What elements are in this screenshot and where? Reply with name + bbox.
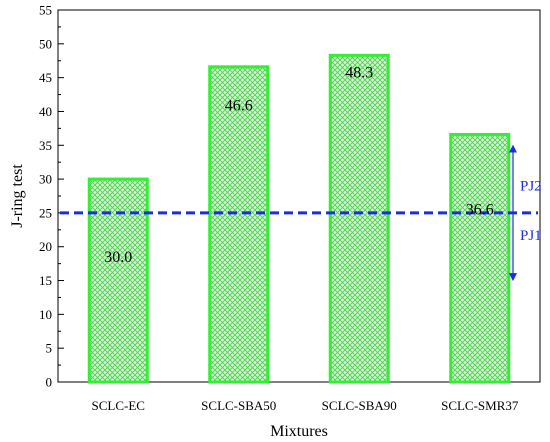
bar-value-label: 46.6 bbox=[225, 98, 253, 115]
y-tick-label: 0 bbox=[46, 375, 53, 390]
plot-area: 0 5 10 15 20 25 30 35 40 45 50 55 SCLC-EC SCLC-SBA50… bbox=[39, 3, 542, 414]
y-tick-label: 40 bbox=[39, 104, 52, 119]
x-tick-label: SCLC-SMR37 bbox=[441, 398, 519, 413]
bar-sclc-sba90 bbox=[328, 53, 390, 384]
bars bbox=[87, 53, 511, 384]
x-tick-label: SCLC-SBA50 bbox=[201, 398, 276, 413]
y-tick-label: 45 bbox=[39, 70, 52, 85]
x-tick-label: SCLC-EC bbox=[92, 398, 145, 413]
y-tick-label: 30 bbox=[39, 172, 52, 187]
y-axis-title: J-ring test bbox=[9, 164, 26, 228]
bar-value-label: 48.3 bbox=[345, 65, 373, 82]
reference-layer: PJ2 PJ1 bbox=[60, 144, 542, 282]
y-tick-label: 15 bbox=[39, 273, 52, 288]
y-tick-label: 50 bbox=[39, 36, 52, 51]
y-tick-label: 5 bbox=[46, 341, 53, 356]
bar-sclc-ec bbox=[87, 177, 149, 384]
y-tick-label: 35 bbox=[39, 138, 52, 153]
y-axis: 0 5 10 15 20 25 30 35 40 45 50 55 bbox=[39, 3, 64, 390]
annotation-pj1: PJ1 bbox=[520, 228, 542, 244]
y-tick-label: 25 bbox=[39, 205, 52, 220]
bar-value-label: 30.0 bbox=[104, 249, 132, 266]
x-axis-title: Mixtures bbox=[270, 423, 328, 440]
annotation-pj2: PJ2 bbox=[520, 179, 542, 195]
x-tick-label: SCLC-SBA90 bbox=[322, 398, 397, 413]
bar-value-label: 36.6 bbox=[466, 202, 494, 219]
bar-sclc-sba50 bbox=[208, 65, 270, 384]
bar-value-labels: 30.0 46.6 48.3 36.6 bbox=[104, 65, 494, 267]
y-tick-label: 20 bbox=[39, 239, 52, 254]
bar-sclc-smr37 bbox=[449, 132, 511, 384]
x-axis: SCLC-EC SCLC-SBA50 SCLC-SBA90 SCLC-SMR37 bbox=[92, 376, 519, 413]
y-tick-label: 55 bbox=[39, 3, 52, 18]
y-tick-label: 10 bbox=[39, 307, 52, 322]
